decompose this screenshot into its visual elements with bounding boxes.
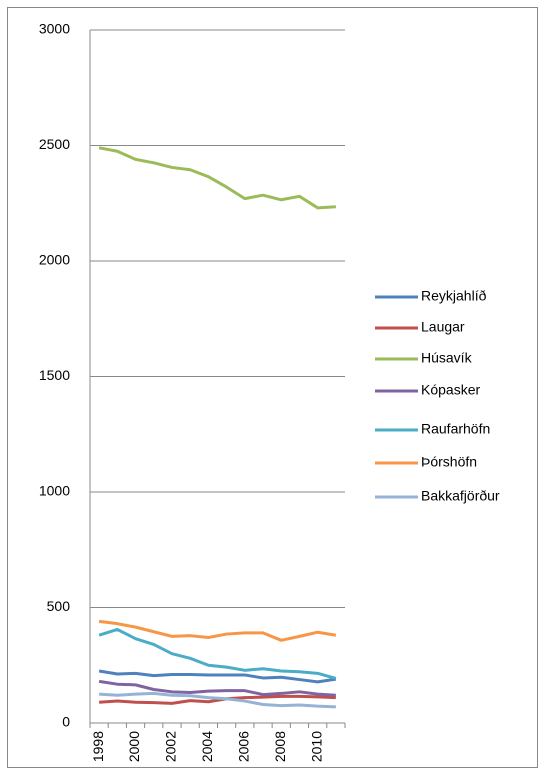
y-tick-label: 2500 — [39, 136, 70, 152]
x-tick-label: 2000 — [126, 731, 142, 762]
y-tick-label: 1000 — [39, 483, 70, 499]
line — [98, 679, 336, 697]
line — [98, 146, 336, 210]
y-tick-label: 500 — [47, 598, 71, 614]
legend-label: Reykjahlíð — [421, 288, 487, 304]
line — [99, 691, 336, 709]
line — [98, 619, 337, 642]
legend-label: Raufarhöfn — [421, 421, 490, 437]
legend-label: Laugar — [421, 319, 465, 335]
chart-border — [7, 7, 538, 768]
x-tick-label: 2010 — [308, 731, 324, 762]
y-tick-label: 1500 — [39, 367, 70, 383]
line — [99, 694, 336, 705]
y-tick-label: 3000 — [39, 21, 70, 37]
legend-label: Húsavík — [421, 350, 473, 366]
legend-label: Kópasker — [421, 382, 480, 398]
line — [98, 669, 337, 684]
x-tick-label: 2006 — [236, 731, 252, 762]
x-tick-label: 2008 — [272, 731, 288, 762]
legend-label: Þórshöfn — [421, 454, 477, 470]
legend-label: Bakkafjörður — [421, 488, 500, 504]
y-tick-label: 0 — [62, 714, 70, 730]
line — [98, 627, 337, 680]
x-tick-label: 2002 — [163, 731, 179, 762]
x-tick-label: 2004 — [199, 731, 215, 762]
x-tick-label: 1998 — [90, 731, 106, 762]
y-tick-label: 2000 — [39, 252, 70, 268]
